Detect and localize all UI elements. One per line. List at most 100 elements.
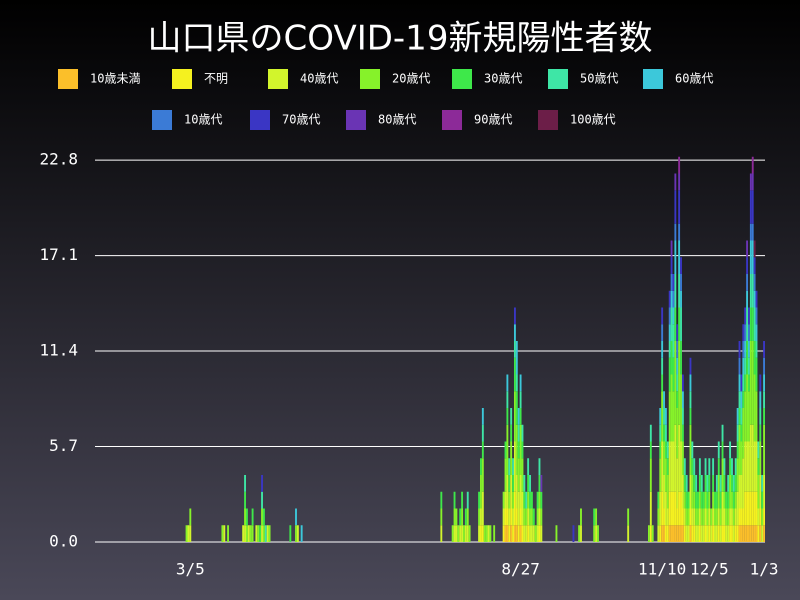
bar-segment: [710, 525, 713, 542]
bar-segment: [736, 525, 739, 542]
bar-segment: [502, 525, 505, 542]
bar-segment: [523, 475, 526, 492]
bar-segment: [455, 525, 458, 542]
bar-segment: [723, 475, 726, 492]
bar-segment: [672, 324, 675, 358]
bar-segment: [723, 508, 726, 526]
bar-segment: [738, 408, 741, 425]
bar-segment: [723, 525, 726, 542]
bar-segment: [736, 424, 739, 442]
bar-segment: [666, 508, 669, 526]
bar-segment: [538, 508, 541, 526]
bar-segment: [627, 525, 630, 542]
bar-segment: [683, 475, 686, 492]
bar-segment: [453, 508, 456, 526]
bar-segment: [712, 475, 715, 492]
bar-segment: [459, 508, 462, 526]
bar-segment: [755, 525, 758, 542]
bar-segment: [672, 525, 675, 542]
bar-segment: [300, 525, 303, 542]
bar-segment: [663, 508, 665, 526]
bar-segment: [691, 441, 694, 459]
bar-segment: [515, 341, 518, 375]
bar-segment: [678, 424, 681, 492]
bar-segment: [504, 508, 507, 526]
bar-segment: [761, 525, 764, 542]
bar-segment: [527, 475, 530, 492]
bar-segment: [527, 458, 530, 475]
bar-segment: [740, 525, 743, 542]
bar-segment: [680, 491, 682, 526]
bar-segment: [751, 223, 754, 241]
bar-segment: [510, 408, 513, 425]
bar-segment: [661, 374, 664, 392]
bar-segment: [529, 525, 531, 542]
bar-segment: [689, 374, 692, 392]
bar-segment: [661, 491, 664, 526]
bar-segment: [700, 475, 703, 492]
bar-segment: [755, 290, 758, 308]
bar-segment: [661, 391, 664, 442]
bar-segment: [659, 525, 662, 542]
bar-segment: [708, 458, 711, 475]
bar-segment: [674, 491, 677, 526]
bar-segment: [725, 525, 728, 542]
bar-segment: [761, 508, 764, 526]
bar-segment: [683, 491, 686, 509]
bar-segment: [715, 491, 718, 509]
bar-segment: [670, 240, 673, 258]
bar-segment: [751, 274, 754, 308]
bar-segment: [670, 441, 673, 492]
bar-segment: [227, 525, 229, 542]
legend-swatch: [452, 69, 472, 89]
bar-segment: [597, 525, 599, 542]
bar-segment: [712, 458, 715, 475]
bar-segment: [738, 391, 741, 408]
bar-segment: [685, 491, 688, 509]
bar-segment: [763, 374, 765, 392]
bar-segment: [512, 525, 514, 542]
bar-segment: [510, 475, 513, 509]
bar-segment: [734, 458, 737, 475]
bar-segment: [664, 424, 667, 442]
bar-segment: [538, 475, 541, 492]
bar-segment: [670, 491, 673, 526]
bar-segment: [678, 156, 681, 174]
bar-segment: [742, 391, 745, 408]
bar-segment: [244, 525, 246, 542]
bar-segment: [732, 525, 735, 542]
bar-segment: [751, 307, 754, 341]
bar-segment: [674, 274, 677, 308]
bar-segment: [515, 374, 518, 392]
bar-segment: [670, 290, 673, 308]
bar-segment: [593, 525, 596, 542]
bar-segment: [481, 441, 484, 459]
legend-swatch: [346, 110, 366, 130]
bar-segment: [717, 525, 720, 542]
bar-segment: [676, 525, 679, 542]
bar-segment: [681, 508, 684, 526]
bar-segment: [481, 408, 484, 425]
bar-segment: [763, 525, 765, 542]
bar-segment: [744, 307, 747, 325]
bar-segment: [527, 508, 530, 526]
bar-segment: [732, 475, 735, 492]
bar-segment: [748, 357, 750, 375]
bar-segment: [698, 475, 701, 492]
bar-segment: [521, 424, 524, 442]
bar-segment: [715, 475, 718, 492]
bar-segment: [725, 491, 728, 509]
bar-segment: [710, 508, 713, 526]
bar-segment: [715, 525, 718, 542]
bar-segment: [742, 341, 745, 358]
bar-segment: [664, 458, 667, 492]
bar-segment: [749, 307, 752, 341]
bar-segment: [680, 274, 682, 291]
bar-segment: [463, 525, 465, 542]
bar-segment: [676, 508, 679, 526]
bar-segment: [513, 391, 516, 442]
bar-segment: [731, 525, 733, 542]
x-tick-label: 12/5: [690, 560, 729, 579]
bar-segment: [738, 424, 741, 475]
